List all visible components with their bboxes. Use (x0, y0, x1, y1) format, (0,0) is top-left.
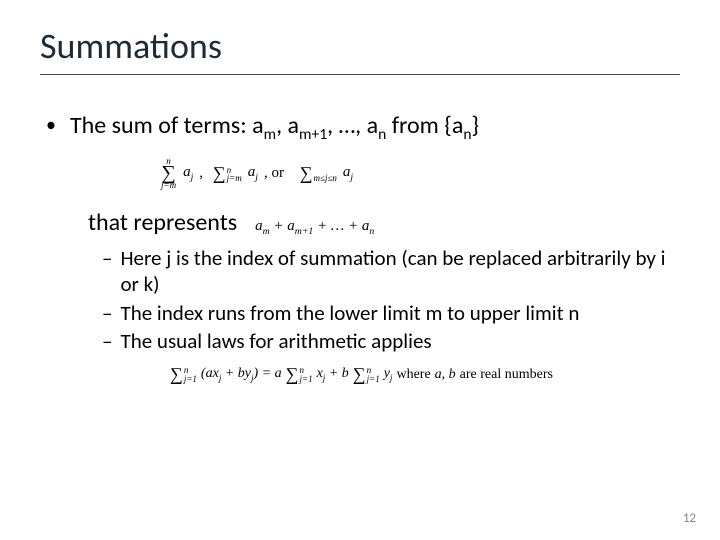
sigma-icon: ∑nj=1 (353, 364, 380, 385)
subscript: n (463, 125, 471, 144)
list-item: – The index runs from the lower limit m … (102, 300, 680, 326)
sub-bullet-list: – Here j is the index of summation (can … (102, 245, 680, 354)
text-fragment: , (199, 165, 207, 182)
math-term: (axj + byj) = a (201, 366, 282, 383)
text-fragment: that represents (88, 208, 237, 237)
list-item: – The usual laws for arithmetic applies (102, 328, 680, 354)
math-term: yj (384, 366, 393, 383)
text-fragment: The usual laws for arithmetic applies (120, 328, 431, 354)
subscript: m (264, 125, 276, 144)
dash-icon: – (102, 328, 112, 354)
page-number: 12 (683, 511, 696, 526)
math-term: aj (183, 164, 193, 183)
expansion-formula: am + am+1 + … + an (255, 218, 374, 237)
text-fragment: where (396, 367, 430, 383)
sigma-icon: n∑j=m (161, 158, 176, 190)
sigma-icon: ∑nj=1 (170, 364, 197, 385)
text-fragment: The index runs from the lower limit m to… (120, 300, 579, 326)
summation-notation-formula: n∑j=m aj , ∑nj=m aj , or ∑ m≤j≤n aj (160, 158, 680, 190)
dash-icon: – (102, 300, 112, 326)
bullet-sum-of-terms: • The sum of terms: am, am+1, …, a n from… (46, 111, 680, 144)
bullet-dot-icon: • (46, 115, 56, 135)
math-term: xj + b (317, 366, 349, 383)
sigma-icon: ∑ m≤j≤n (300, 163, 337, 184)
title-underline (40, 74, 680, 75)
sigma-icon: ∑nj=m (213, 163, 242, 184)
slide-title: Summations (40, 24, 680, 68)
text-fragment: are real numbers (460, 367, 553, 383)
text-fragment: Here j is the index of summation (can be… (120, 245, 680, 298)
dash-icon: – (102, 245, 112, 271)
text-fragment: The sum of terms: a (70, 111, 264, 140)
list-item: – Here j is the index of summation (can … (102, 245, 680, 298)
text-fragment: from {a (386, 111, 463, 140)
text-fragment: } (472, 111, 480, 140)
slide: Summations • The sum of terms: am, am+1,… (0, 0, 720, 540)
sigma-icon: ∑nj=1 (286, 364, 313, 385)
text-fragment: , or (264, 165, 284, 182)
text-fragment: , a (276, 111, 299, 140)
math-term: aj (248, 164, 258, 183)
math-term: a, b (435, 367, 456, 383)
math-term: aj (343, 164, 353, 183)
bullet-text: The sum of terms: am, am+1, …, a n from {… (70, 111, 479, 144)
that-represents-line: that represents am + am+1 + … + an (88, 208, 680, 237)
linearity-law-formula: ∑nj=1 (axj + byj) = a ∑nj=1 xj + b ∑nj=1… (170, 364, 680, 385)
text-fragment: , …, a (327, 111, 378, 140)
subscript: m+1 (299, 125, 327, 144)
